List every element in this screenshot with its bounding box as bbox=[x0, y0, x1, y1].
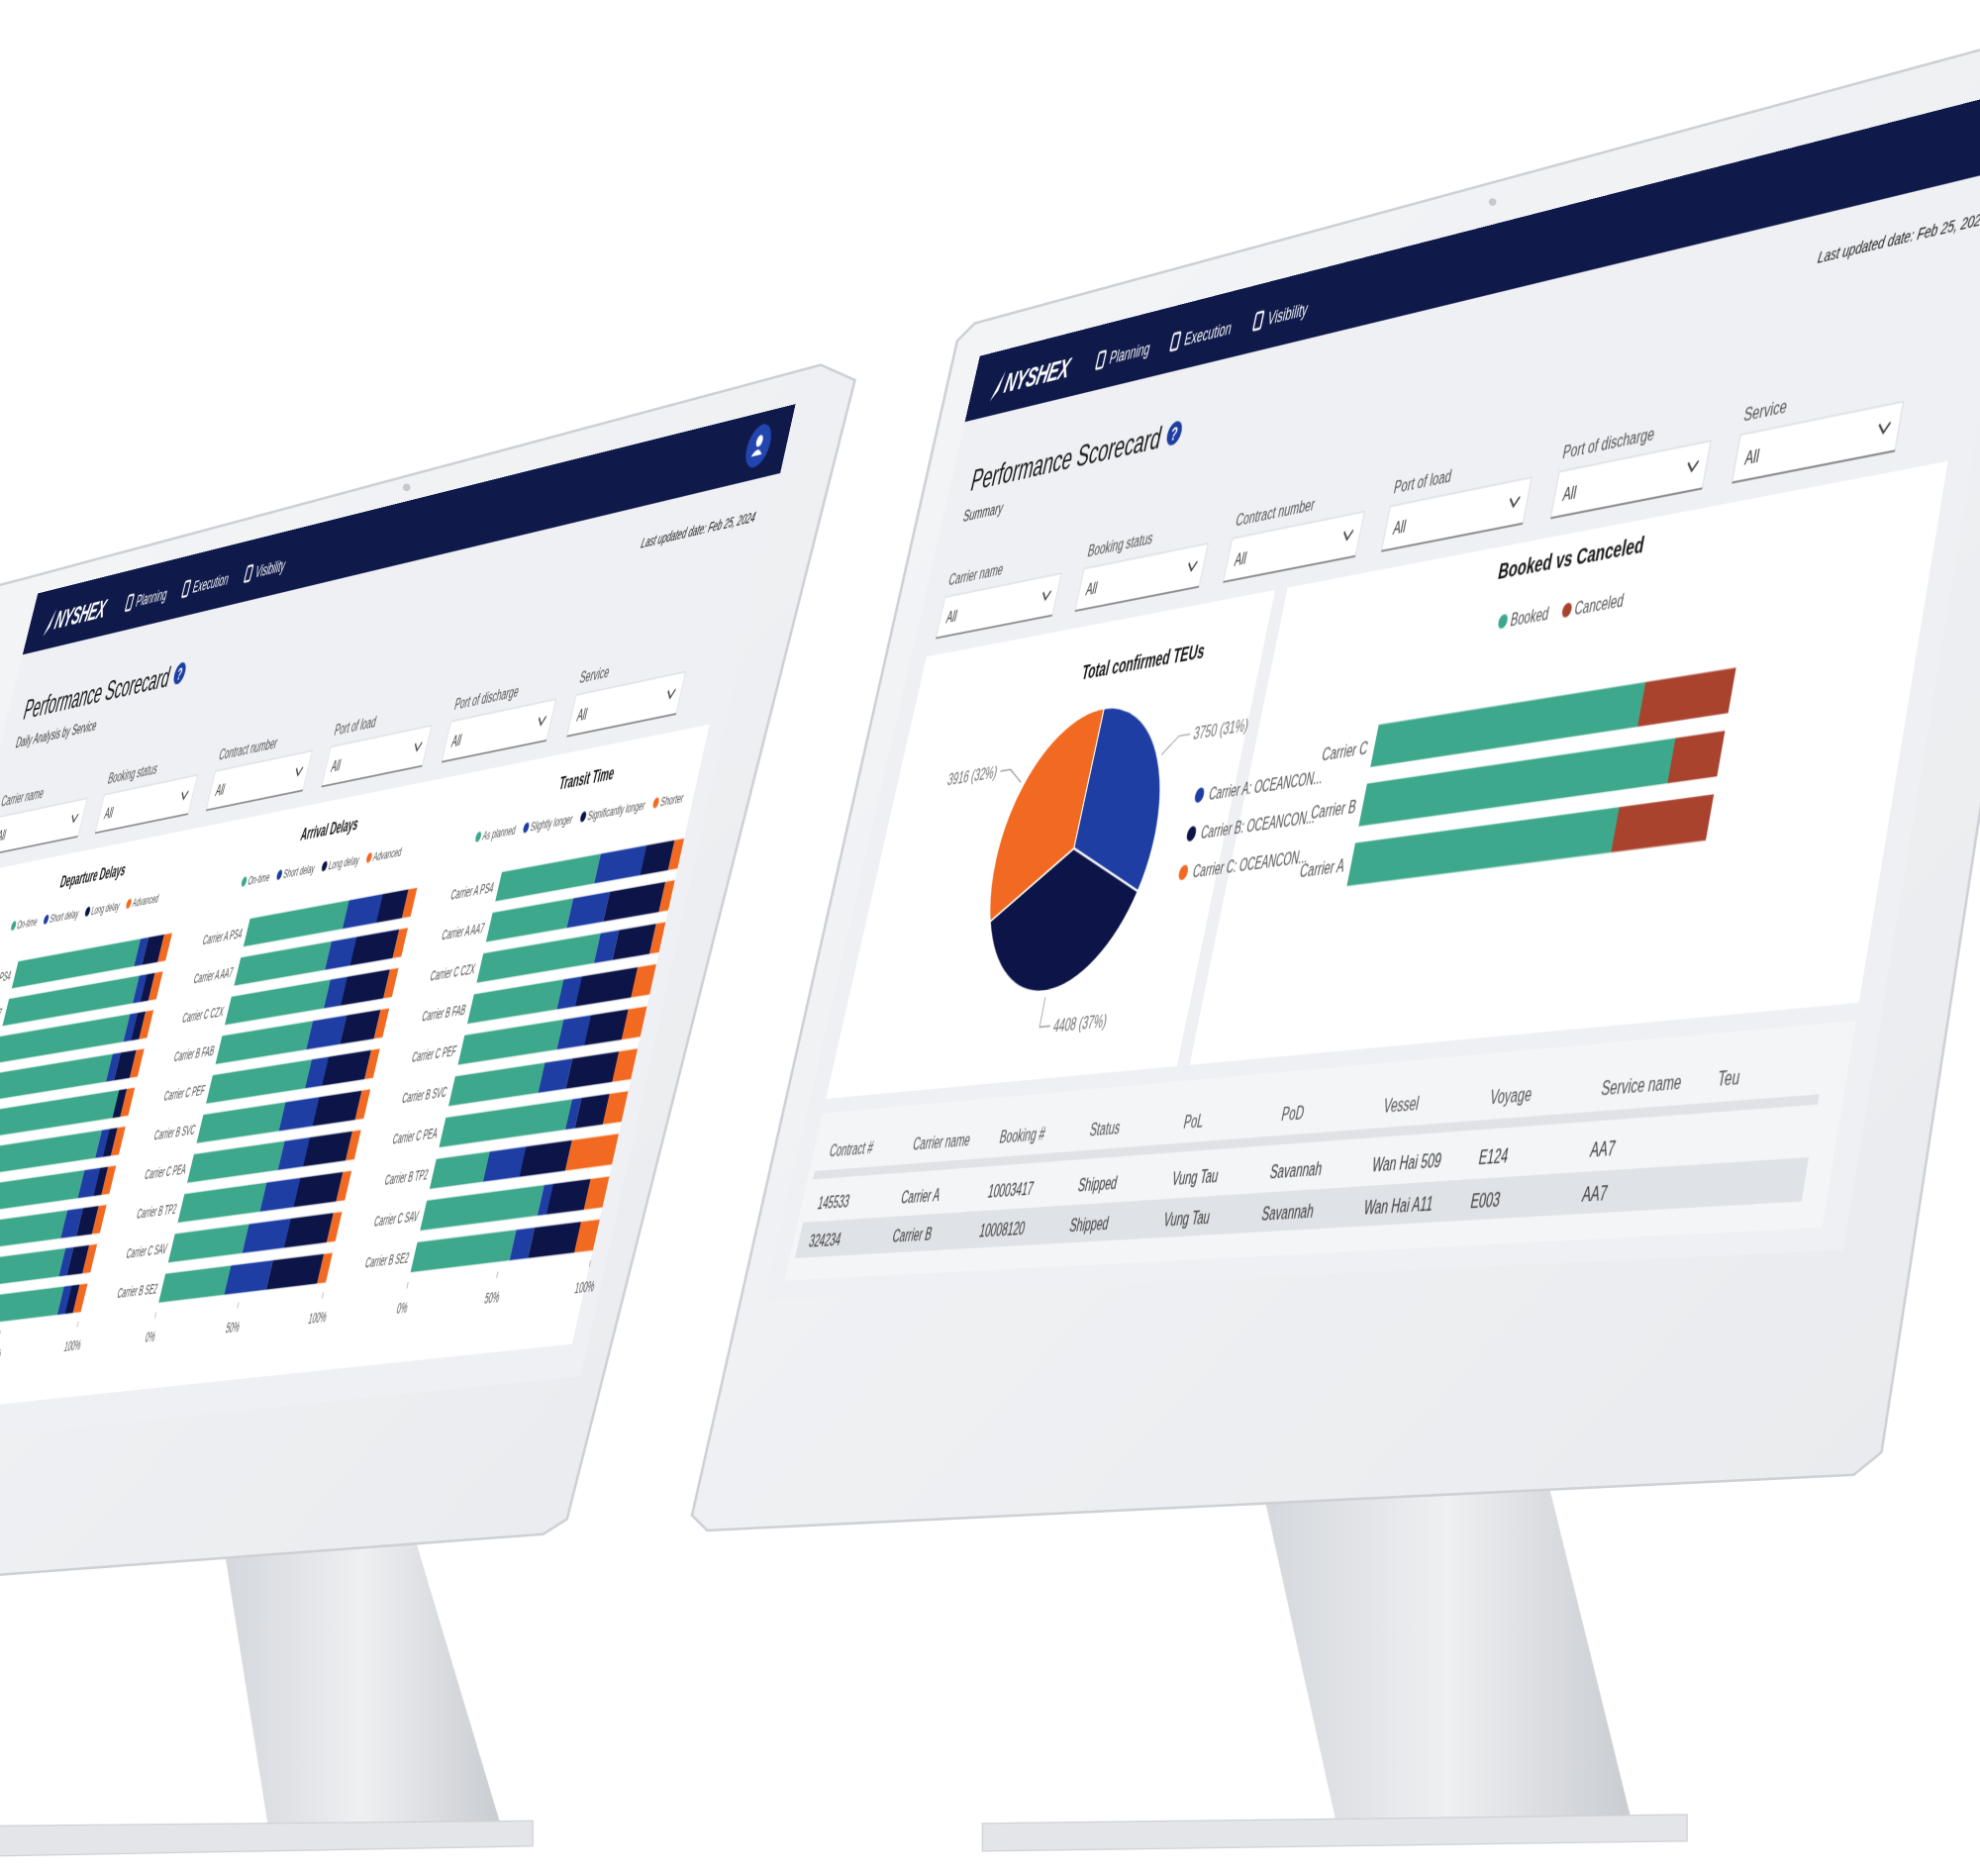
table-header: Voyage bbox=[1488, 1082, 1534, 1110]
table-cell: 10008120 bbox=[977, 1217, 1027, 1241]
table-header: Booking # bbox=[998, 1122, 1048, 1147]
right-stand-base bbox=[981, 1814, 1688, 1852]
filter-value: All bbox=[944, 606, 959, 628]
x-tick-label: 50% bbox=[224, 1320, 241, 1336]
category-label: Carrier C PEA bbox=[391, 1127, 440, 1148]
table-cell: Shipped bbox=[1076, 1171, 1120, 1196]
legend-label: On-time bbox=[16, 915, 39, 932]
x-tick-label: 100% bbox=[307, 1310, 329, 1328]
left-camera bbox=[402, 483, 411, 492]
filter-value: All bbox=[1391, 515, 1408, 539]
bar-segment bbox=[1667, 731, 1726, 784]
filter-value: All bbox=[1743, 444, 1761, 469]
table-cell: 145533 bbox=[816, 1190, 851, 1213]
table-cell: Wan Hai A11 bbox=[1362, 1191, 1436, 1219]
table-cell: AA7 bbox=[1580, 1180, 1609, 1207]
left-screen: NYSHEX Planning Execution Visibility Last up… bbox=[0, 404, 796, 1452]
category-label: Carrier C SAV bbox=[372, 1210, 420, 1232]
table-header: Contract # bbox=[828, 1136, 876, 1161]
category-label: Carrier B TP2 bbox=[383, 1168, 430, 1190]
table-cell: AA7 bbox=[1588, 1135, 1617, 1162]
legend-label: Shorter bbox=[659, 791, 685, 810]
table-header: Vessel bbox=[1382, 1091, 1422, 1118]
table-cell: Wan Hai 509 bbox=[1370, 1148, 1443, 1177]
filter-value: All bbox=[1084, 577, 1099, 599]
category-label: Carrier B SE2 bbox=[116, 1282, 159, 1302]
category-label: Carrier B SVC bbox=[152, 1124, 197, 1144]
chart-card bbox=[826, 589, 1275, 1099]
table-cell: Vung Tau bbox=[1162, 1205, 1213, 1231]
logo-mark bbox=[43, 608, 57, 638]
left-stand-base bbox=[0, 1820, 534, 1857]
chart-card bbox=[1189, 460, 1948, 1065]
help-icon-glyph: ? bbox=[1169, 424, 1180, 445]
right-camera bbox=[1488, 198, 1497, 206]
help-icon-glyph: ? bbox=[175, 665, 184, 684]
chart-card bbox=[0, 724, 710, 1422]
filter-value: All bbox=[0, 826, 8, 845]
table-cell: 10003417 bbox=[986, 1177, 1036, 1202]
left-stand-neck bbox=[225, 1543, 502, 1840]
category-label: Carrier B TP2 bbox=[135, 1203, 177, 1224]
legend-label: Short delay bbox=[49, 907, 80, 926]
legend-label: On-time bbox=[247, 870, 271, 888]
table-cell: Vung Tau bbox=[1170, 1164, 1221, 1190]
legend-label: Long delay bbox=[90, 899, 122, 918]
legend-label: Long delay bbox=[327, 853, 360, 873]
category-label: Carrier B SE2 bbox=[363, 1251, 410, 1272]
table-cell: E124 bbox=[1477, 1143, 1511, 1169]
filter-value: All bbox=[1233, 547, 1248, 570]
x-tick-label: 100% bbox=[573, 1279, 596, 1298]
table-header: Carrier name bbox=[911, 1129, 972, 1154]
table-cell: Savannah bbox=[1268, 1156, 1325, 1183]
table-cell: E003 bbox=[1469, 1187, 1503, 1213]
table-header: Teu bbox=[1716, 1064, 1741, 1091]
category-label: Carrier C PEF bbox=[162, 1084, 206, 1106]
table-header: PoD bbox=[1280, 1101, 1307, 1126]
category-label: Carrier B FAB bbox=[172, 1044, 216, 1066]
x-tick-label: 0% bbox=[144, 1330, 156, 1346]
category-label: Carrier C PEA bbox=[143, 1163, 187, 1184]
category-label: Carrier C SAV bbox=[125, 1242, 169, 1263]
legend-label: Advanced bbox=[372, 844, 404, 863]
category-label: Carrier B SVC bbox=[400, 1085, 447, 1108]
x-tick-label: 100% bbox=[62, 1338, 82, 1355]
x-tick-label: 50% bbox=[483, 1290, 502, 1308]
right-stand-neck bbox=[1262, 1477, 1632, 1834]
category-label: Carrier C PEF bbox=[410, 1044, 457, 1067]
table-cell: Savannah bbox=[1260, 1199, 1317, 1226]
legend: On-time Short delay Long delay Advanced bbox=[240, 844, 404, 888]
legend-label: Advanced bbox=[131, 892, 159, 910]
filter-value: All bbox=[1561, 481, 1579, 506]
table-cell: Shipped bbox=[1068, 1212, 1112, 1236]
table-cell: Carrier A bbox=[899, 1184, 942, 1208]
x-tick-label: 0% bbox=[395, 1301, 409, 1318]
legend: On-time Short delay Long delay Advanced bbox=[10, 892, 160, 932]
table-header: Status bbox=[1088, 1116, 1123, 1140]
table-cell: 324234 bbox=[807, 1229, 842, 1251]
table-cell: Carrier B bbox=[891, 1223, 935, 1246]
